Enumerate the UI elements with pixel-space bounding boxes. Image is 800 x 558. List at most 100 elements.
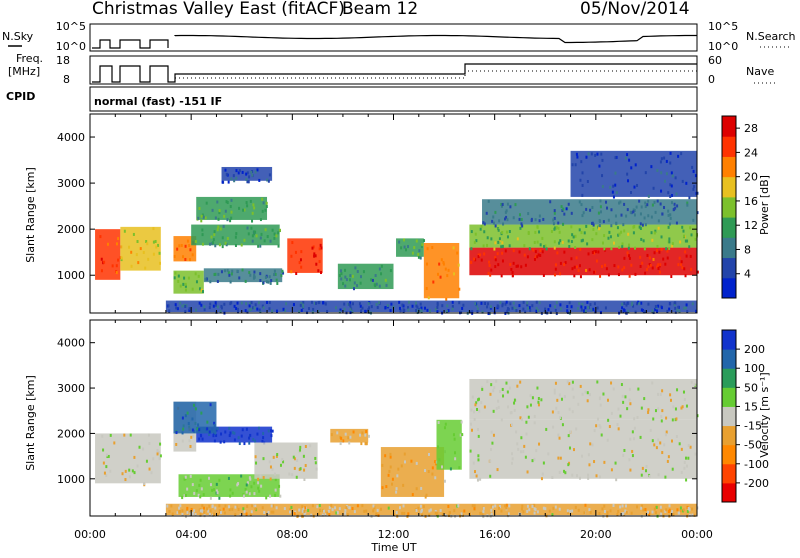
velocity-cell [593,429,596,433]
power-cell [197,216,200,220]
power-cell [660,189,663,193]
power-cell [656,265,659,269]
power-cell [184,284,187,288]
velocity-cell [472,461,475,465]
velocity-cell [344,508,347,512]
velocity-cell [558,507,561,511]
power-cell [251,211,254,215]
velocity-cell [209,403,212,407]
power-cell [241,268,244,272]
velocity-cell [219,440,222,444]
power-cell [504,302,507,306]
velocity-cell [513,401,516,405]
power-cell [251,234,254,238]
power-cell [480,224,483,228]
velocity-cell [629,402,632,406]
power-cell [115,264,118,268]
velocity-cell [102,448,105,452]
power-cell [188,244,191,248]
velocity-cell [443,479,446,483]
velocity-cell [688,508,691,512]
power-cell [638,199,641,203]
power-cell [668,240,671,244]
velocity-cell [526,509,529,513]
velocity-cell [460,420,463,424]
power-cell [665,172,668,176]
power-cell [246,226,249,230]
velocity-cell [348,506,351,510]
velocity-cell [644,507,647,511]
power-cell [224,241,227,245]
velocity-cell [393,513,396,517]
power-cell [599,219,602,223]
power-cell [344,268,347,272]
velocity-cell [602,392,605,396]
power-cell [579,275,582,279]
power-cell [587,152,590,156]
power-cell [265,201,268,205]
velocity-cell [568,446,571,450]
velocity-cell [201,504,204,508]
power-cell [384,306,387,310]
power-cell [518,250,521,254]
power-cell [618,201,621,205]
power-cell [216,305,219,309]
velocity-cell [254,504,257,508]
power-cell [504,210,507,214]
velocity-cell [598,511,601,515]
power-cell [543,245,546,249]
velocity-cell [181,513,184,517]
velocity-region-5 [254,442,318,479]
velocity-cell [526,405,529,409]
power-cell [511,271,514,275]
velocity-cell [651,439,654,443]
velocity-cell [215,489,218,493]
power-cell [214,272,217,276]
velocity-cell [401,511,404,515]
power-cell [489,273,492,277]
power-cell [299,258,302,262]
power-cell [695,309,698,313]
velocity-cell [664,433,667,437]
velocity-ytick-label: 1000 [57,473,85,486]
velocity-cell [524,455,527,459]
power-cell [665,159,668,163]
power-cell [509,302,512,306]
power-cell [596,152,599,156]
velocity-cell [690,380,693,384]
power-cell [538,214,541,218]
power-cell [595,232,598,236]
velocity-cell [239,513,242,517]
power-cell [367,302,370,306]
power-cell [218,209,221,213]
power-cell [597,225,600,229]
velocity-cell [268,460,271,464]
time-axis: 00:00 04:00 08:00 12:00 16:00 20:00 00:00 [74,528,713,541]
power-cell [179,284,182,288]
power-cell [139,247,142,251]
velocity-cell [269,429,272,433]
velocity-cell [330,433,333,437]
velocity-cell [364,433,367,437]
velocity-cell [403,511,406,515]
velocity-cell [279,463,282,467]
velocity-cell [299,445,302,449]
power-cell [527,212,530,216]
velocity-cell [648,474,651,478]
velocity-cell [454,451,457,455]
velocity-cell [387,506,390,510]
velocity-cell [456,504,459,508]
velocity-cell [251,504,254,508]
power-cell [511,306,514,310]
nsky-tick-top: 10^5 [56,20,86,33]
power-cell [586,180,589,184]
velocity-cell [228,426,231,430]
power-cell [585,207,588,211]
power-cell [599,210,602,214]
velocity-cell [395,511,398,515]
velocity-cell [631,449,634,453]
power-cell [361,306,364,310]
power-cell [594,250,597,254]
velocity-cell [186,487,189,491]
velocity-cell [490,508,493,512]
